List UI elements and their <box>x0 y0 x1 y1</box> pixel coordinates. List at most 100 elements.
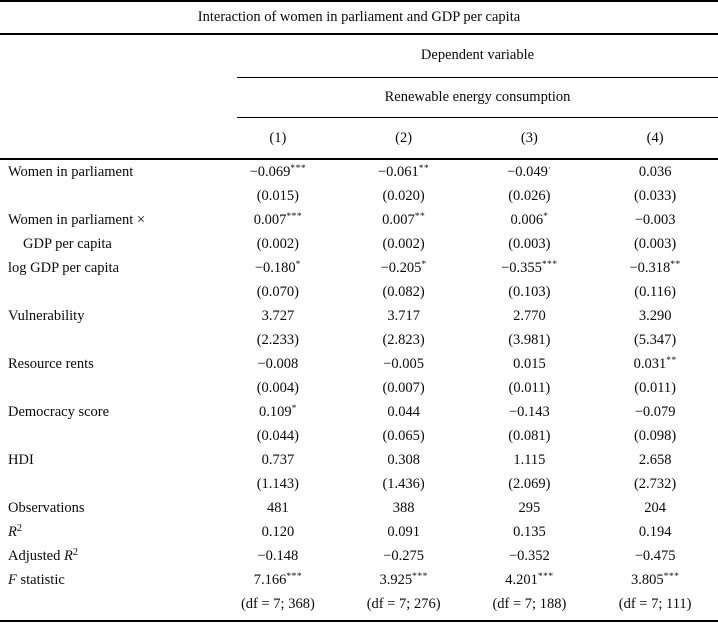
row-label: Women in parliament <box>8 163 134 180</box>
table-cell: 3.805*** <box>630 571 680 588</box>
top-rule <box>0 0 718 2</box>
table-row: Observations 481 388 295 204 <box>0 496 718 520</box>
significance-marker: ** <box>666 355 677 366</box>
table-cell: 481 <box>267 499 289 516</box>
table-row: F statistic 7.166*** 3.925*** 4.201*** 3.805… <box>0 568 718 592</box>
table-cell: 0.036 <box>638 163 672 180</box>
table-cell: (0.007) <box>382 379 425 396</box>
significance-marker: * <box>295 259 301 270</box>
table-cell: 0.044 <box>387 403 420 420</box>
table-cell: (0.103) <box>508 283 551 300</box>
table-cell: −0.205* <box>380 259 427 276</box>
table-cell: (0.002) <box>382 235 425 252</box>
table-row: Women in parliament × 0.007*** 0.007** 0.00… <box>0 208 718 232</box>
table-row: (0.004) (0.007) (0.011) (0.011) <box>0 376 718 400</box>
table-row: HDI 0.737 0.308 1.115 2.658 <box>0 448 718 472</box>
table-cell: (0.082) <box>382 283 425 300</box>
table-row: (2.233) (2.823) (3.981) (5.347) <box>0 328 718 352</box>
table-cell: (0.011) <box>508 379 551 396</box>
table-cell: (0.098) <box>633 427 677 444</box>
table-row: Democracy score 0.109* 0.044 −0.143 −0.079 <box>0 400 718 424</box>
dependent-variable-name-rule <box>237 116 718 119</box>
column-header-2: (2) <box>395 129 413 146</box>
significance-marker: *** <box>541 259 558 270</box>
significance-marker: ** <box>414 211 426 222</box>
table-cell: 7.166*** <box>253 571 303 588</box>
table-row: Adjusted R2 −0.148 −0.275 −0.352 −0.475 <box>0 544 718 568</box>
table-cell: −0.180* <box>254 259 301 276</box>
table-cell: −0.352 <box>508 547 550 564</box>
table-cell: (df = 7; 368) <box>240 595 315 612</box>
table-cell: (0.033) <box>633 187 677 204</box>
row-label: log GDP per capita <box>8 259 120 276</box>
table-row: (0.015) (0.020) (0.026) (0.033) <box>0 184 718 208</box>
table-row: R2 0.120 0.091 0.135 0.194 <box>0 520 718 544</box>
row-label: HDI <box>8 451 34 468</box>
significance-marker: ** <box>670 259 681 270</box>
table-cell: 0.120 <box>261 523 295 540</box>
table-row: (0.070) (0.082) (0.103) (0.116) <box>0 280 718 304</box>
table-cell: (df = 7; 276) <box>366 595 441 612</box>
table-cell: (0.020) <box>382 187 425 204</box>
dependent-variable-label: Dependent variable <box>420 47 535 63</box>
table-cell: 3.925*** <box>379 571 428 588</box>
table-row: (1.143) (1.436) (2.069) (2.732) <box>0 472 718 496</box>
title-rule <box>0 33 718 35</box>
table-cell: −0.049· <box>507 163 552 180</box>
significance-marker: * <box>291 403 297 414</box>
significance-marker: *** <box>290 163 307 174</box>
row-label: Women in parliament × <box>8 211 146 228</box>
table-cell: −0.061** <box>377 163 430 180</box>
significance-marker: *** <box>537 571 554 582</box>
table-cell: −0.069*** <box>249 163 307 180</box>
dependent-variable-row: Dependent variable <box>237 35 718 77</box>
table-cell: −0.008 <box>257 355 299 372</box>
column-header-4: (4) <box>646 129 664 146</box>
table-cell: 3.290 <box>638 307 672 324</box>
table-row: log GDP per capita −0.180* −0.205* −0.355**… <box>0 256 718 280</box>
column-header-3: (3) <box>520 129 538 146</box>
table-cell: 4.201*** <box>505 571 554 588</box>
significance-marker: *** <box>286 211 303 222</box>
table-cell: (0.044) <box>256 427 300 444</box>
table-row: (0.044) (0.065) (0.081) (0.098) <box>0 424 718 448</box>
significance-marker: *** <box>286 571 303 582</box>
table-cell: (0.070) <box>256 283 300 300</box>
row-label: GDP per capita <box>23 235 112 252</box>
table-cell: −0.079 <box>634 403 676 420</box>
table-cell: (0.003) <box>508 235 551 252</box>
table-cell: (0.002) <box>256 235 300 252</box>
table-cell: (3.981) <box>508 331 551 348</box>
table-cell: (0.015) <box>256 187 300 204</box>
significance-marker: · <box>547 163 552 174</box>
table-cell: 0.308 <box>387 451 420 468</box>
table-cell: −0.005 <box>383 355 425 372</box>
row-label: Vulnerability <box>8 307 85 324</box>
table-cell: (2.732) <box>633 475 677 492</box>
table-cell: −0.318** <box>629 259 681 276</box>
table-cell: −0.003 <box>634 211 676 228</box>
table-cell: (0.011) <box>634 379 676 396</box>
row-label: R2 <box>8 522 22 540</box>
table-row: Women in parliament −0.069*** −0.061** −0.0… <box>0 160 718 184</box>
row-label: Resource rents <box>8 355 94 372</box>
table-cell: −0.275 <box>383 547 425 564</box>
significance-marker: *** <box>663 571 680 582</box>
table-cell: (2.069) <box>508 475 551 492</box>
table-cell: (0.116) <box>634 283 676 300</box>
table-row: (df = 7; 368) (df = 7; 276) (df = 7; 188) (… <box>0 592 718 616</box>
table-cell: (df = 7; 111) <box>618 595 692 612</box>
table-cell: 1.115 <box>513 451 546 468</box>
dependent-variable-name-row: Renewable energy consumption <box>237 78 718 117</box>
table-row: Vulnerability 3.727 3.717 2.770 3.290 <box>0 304 718 328</box>
table-row: GDP per capita (0.002) (0.002) (0.003) (0.00… <box>0 232 718 256</box>
table-cell: (2.823) <box>382 331 425 348</box>
table-row: Resource rents −0.008 −0.005 0.015 0.031** <box>0 352 718 376</box>
bottom-rule <box>0 619 718 623</box>
table-cell: 2.770 <box>513 307 546 324</box>
table-cell: 295 <box>518 499 541 516</box>
dependent-variable-rule <box>237 76 718 78</box>
table-cell: 0.091 <box>387 523 420 540</box>
header-rule <box>0 158 718 160</box>
table-cell: 0.031** <box>633 355 677 372</box>
